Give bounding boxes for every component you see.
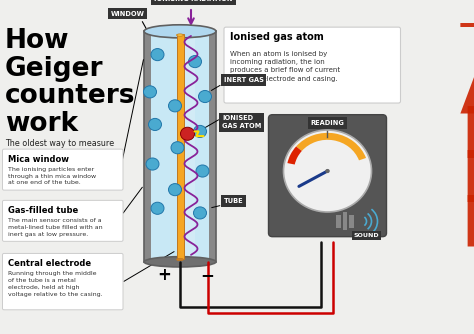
Circle shape [199,91,211,103]
Text: A: A [460,60,474,129]
Text: R: R [460,192,474,262]
Circle shape [168,184,182,196]
Circle shape [283,130,372,212]
Text: The oldest way to measure
ionising radiation uses that
very same property: The oldest way to measure ionising radia… [5,139,114,175]
Bar [343,212,347,230]
Text: READING: READING [310,120,345,126]
Text: SOUND: SOUND [354,233,379,238]
Bar [144,31,216,262]
FancyBboxPatch shape [2,254,123,310]
Text: The main sensor consists of a
metal-lined tube filled with an
inert gas at low p: The main sensor consists of a metal-line… [8,218,103,237]
Circle shape [189,55,201,68]
Text: work: work [5,112,78,137]
Text: TUBE: TUBE [224,198,243,204]
Circle shape [168,100,182,112]
Text: +: + [157,266,171,284]
Circle shape [146,158,159,170]
Text: INERT GAS: INERT GAS [224,77,264,83]
FancyBboxPatch shape [2,149,123,190]
Text: counters: counters [5,84,136,110]
Text: IONISING RADIATION: IONISING RADIATION [154,0,233,2]
Circle shape [181,127,194,140]
Text: Running through the middle
of the tube is a metal
electrode, held at high
voltag: Running through the middle of the tube i… [8,271,103,297]
Text: Ionised gas atom: Ionised gas atom [230,32,324,42]
Text: B: B [460,104,474,173]
Text: Geiger: Geiger [5,55,103,81]
Text: T: T [460,15,474,85]
Bar [177,31,195,258]
Text: Central electrode: Central electrode [8,260,91,269]
Ellipse shape [176,258,183,261]
Circle shape [151,202,164,214]
Ellipse shape [176,34,183,36]
Text: When an atom is ionised by
incoming radiation, the ion
produces a brief flow of : When an atom is ionised by incoming radi… [230,51,340,81]
Circle shape [144,86,156,98]
Ellipse shape [144,25,216,38]
Circle shape [193,125,207,138]
Circle shape [151,48,164,61]
Bar [176,34,183,260]
FancyBboxPatch shape [268,115,386,237]
Text: Gas-filled tube: Gas-filled tube [8,206,78,215]
Text: WINDOW: WINDOW [110,11,145,17]
Circle shape [196,165,209,177]
Text: L: L [460,148,474,217]
Circle shape [171,142,184,154]
Wedge shape [287,147,302,165]
Text: The ionising particles enter
through a thin mica window
at one end of the tube.: The ionising particles enter through a t… [8,167,96,185]
Text: How: How [5,28,70,53]
Text: Mica window: Mica window [8,155,69,164]
Bar [349,215,354,228]
Circle shape [193,207,207,219]
Bar [151,31,209,258]
Text: −: − [201,266,214,284]
FancyBboxPatch shape [2,200,123,241]
Circle shape [325,169,330,173]
Wedge shape [296,133,366,160]
Ellipse shape [144,257,216,267]
Bar [337,215,341,228]
FancyBboxPatch shape [224,27,401,103]
Circle shape [148,118,162,131]
Text: IONISED
GAS ATOM: IONISED GAS ATOM [222,115,261,129]
